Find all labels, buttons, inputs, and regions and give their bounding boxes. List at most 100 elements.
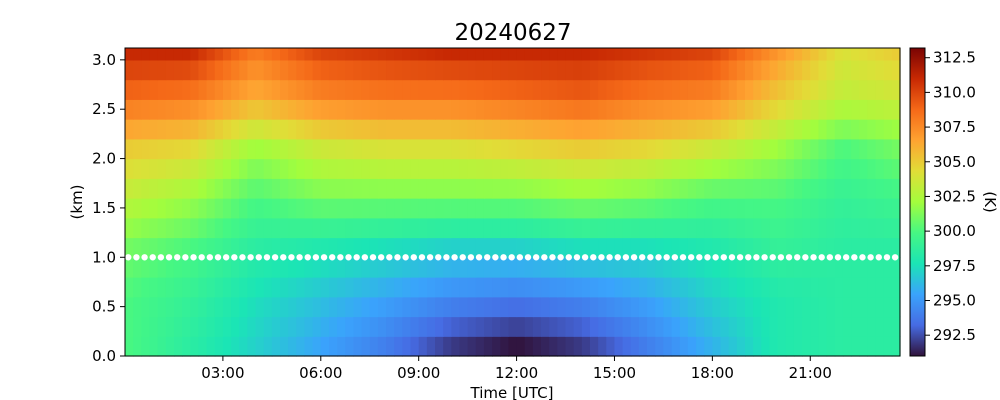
heatmap-cell <box>443 119 452 140</box>
heatmap-cell <box>508 119 518 140</box>
heatmap-cell <box>696 237 705 258</box>
heatmap-cell <box>549 158 558 179</box>
heatmap-cell <box>777 316 787 337</box>
heatmap-cell <box>345 198 355 219</box>
overlay-dot <box>263 254 271 261</box>
heatmap-cell <box>851 158 860 179</box>
heatmap-cell <box>793 99 803 120</box>
heatmap-cell <box>426 48 436 61</box>
heatmap-cell <box>157 296 167 318</box>
heatmap-cell <box>255 198 265 219</box>
overlay-dot <box>516 254 524 261</box>
heatmap-cell <box>386 336 395 357</box>
heatmap-cell <box>231 119 240 140</box>
heatmap-cell <box>524 198 534 219</box>
heatmap-cell <box>320 257 330 278</box>
heatmap-cell <box>239 237 248 258</box>
heatmap-cell <box>288 138 297 160</box>
heatmap-cell <box>867 296 877 318</box>
heatmap-cell <box>712 158 722 179</box>
heatmap-cell <box>516 178 526 199</box>
heatmap-cell <box>875 237 885 258</box>
heatmap-cell <box>606 316 616 337</box>
heatmap-cell <box>851 316 860 337</box>
heatmap-cell <box>891 296 901 318</box>
heatmap-cell <box>655 119 665 140</box>
heatmap-cell <box>369 178 379 199</box>
heatmap-cell <box>785 48 795 61</box>
heatmap-cell <box>426 119 436 140</box>
heatmap-cell <box>247 158 257 179</box>
heatmap-cell <box>214 217 224 239</box>
heatmap-cell <box>500 79 510 100</box>
overlay-dot <box>500 254 507 261</box>
heatmap-cell <box>638 296 648 318</box>
heatmap-cell <box>761 257 771 278</box>
heatmap-cell <box>834 59 844 81</box>
heatmap-cell <box>500 257 510 278</box>
heatmap-cell <box>337 198 346 219</box>
heatmap-cell <box>418 59 428 81</box>
heatmap-cell <box>141 119 151 140</box>
heatmap-cell <box>573 99 583 120</box>
heatmap-cell <box>271 237 281 258</box>
heatmap-cell <box>663 277 673 298</box>
heatmap-cell <box>834 296 844 318</box>
heatmap-cell <box>280 48 289 61</box>
heatmap-cell <box>508 277 518 298</box>
heatmap-cell <box>271 99 281 120</box>
heatmap-cell <box>418 138 428 160</box>
heatmap-cell <box>125 257 134 278</box>
overlay-dot <box>777 254 785 261</box>
heatmap-cell <box>312 99 322 120</box>
heatmap-cell <box>426 99 436 120</box>
heatmap-cell <box>451 257 461 278</box>
heatmap-cell <box>459 158 469 179</box>
heatmap-cell <box>206 237 216 258</box>
heatmap-cell <box>687 257 697 278</box>
heatmap-cell <box>263 119 273 140</box>
heatmap-cell <box>769 119 779 140</box>
heatmap-cell <box>467 99 477 120</box>
heatmap-cell <box>369 198 379 219</box>
heatmap-cell <box>141 138 151 160</box>
heatmap-cell <box>247 217 257 239</box>
heatmap-cell <box>288 336 297 357</box>
heatmap-cell <box>239 277 248 298</box>
heatmap-cell <box>557 59 567 81</box>
heatmap-cell <box>875 296 885 318</box>
heatmap-cell <box>361 217 371 239</box>
heatmap-cell <box>647 158 656 179</box>
heatmap-cell <box>222 119 232 140</box>
heatmap-cell <box>851 217 860 239</box>
heatmap-cell <box>810 119 820 140</box>
heatmap-cell <box>793 138 803 160</box>
colorbar-tick-label: 297.5 <box>933 257 976 275</box>
heatmap-cell <box>386 178 395 199</box>
heatmap-cell <box>753 336 762 357</box>
heatmap-cell <box>671 99 681 120</box>
heatmap-cell <box>255 48 265 61</box>
heatmap-cell <box>687 59 697 81</box>
heatmap-cell <box>263 336 273 357</box>
overlay-dot <box>745 254 752 261</box>
heatmap-cell <box>810 217 820 239</box>
heatmap-cell <box>891 158 901 179</box>
heatmap-cell <box>483 237 493 258</box>
heatmap-cell <box>516 119 526 140</box>
heatmap-cell <box>451 178 461 199</box>
heatmap-cell <box>565 119 575 140</box>
heatmap-cell <box>231 178 240 199</box>
heatmap-cell <box>435 237 444 258</box>
heatmap-cell <box>451 316 461 337</box>
heatmap-cell <box>581 257 591 278</box>
heatmap-cell <box>704 79 713 100</box>
heatmap-cell <box>565 336 575 357</box>
heatmap-cell <box>777 59 787 81</box>
heatmap-cell <box>785 296 795 318</box>
heatmap-cell <box>149 277 159 298</box>
heatmap-cell <box>541 257 550 278</box>
heatmap-cell <box>361 48 371 61</box>
heatmap-cell <box>802 178 811 199</box>
heatmap-cell <box>630 296 640 318</box>
